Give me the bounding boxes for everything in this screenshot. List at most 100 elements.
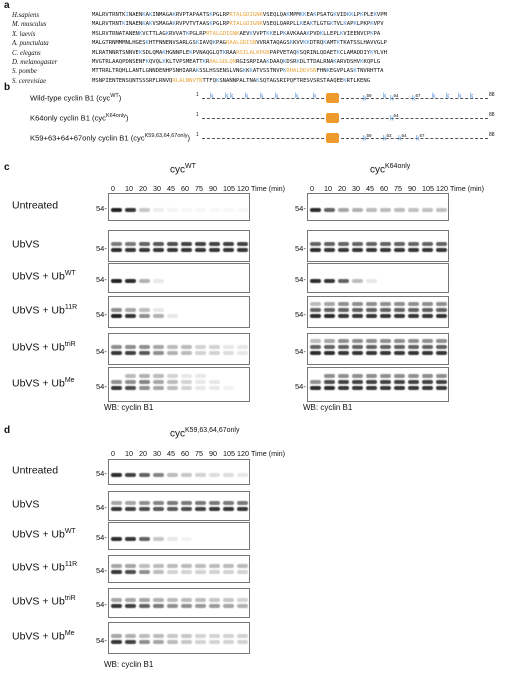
end-number: 88 xyxy=(489,112,495,118)
protein-band xyxy=(166,598,178,603)
protein-band xyxy=(236,501,248,506)
sequence-alignment: H.sapiens MALRVTRNTKINAENKAKINMAGAKRVPTAP… xyxy=(12,11,517,86)
timepoint-label: 120 xyxy=(436,184,448,193)
protein-band xyxy=(309,241,321,246)
protein-band xyxy=(236,344,248,349)
protein-band xyxy=(152,279,164,284)
start-number: 1 xyxy=(196,132,199,138)
protein-band xyxy=(208,507,220,512)
panel-a-letter: a xyxy=(4,0,10,11)
wb-label: WB: cyclin B1 xyxy=(104,660,154,669)
protein-band xyxy=(138,380,150,385)
time-axis: 0 10 20 30 45 60 75 90 105 120 Time (min) xyxy=(307,184,522,194)
protein-band xyxy=(222,473,234,478)
protein-band xyxy=(138,241,150,246)
protein-band xyxy=(180,501,192,506)
timepoint-label: 105 xyxy=(422,184,434,193)
protein-band xyxy=(180,208,192,213)
protein-band xyxy=(166,507,178,512)
protein-band xyxy=(180,604,192,609)
protein-band xyxy=(323,380,335,385)
protein-band xyxy=(138,570,150,575)
protein-band xyxy=(309,380,321,385)
alignment-row: H.sapiens MALRVTRNTKINAENKAKINMAGAKRVPTAP… xyxy=(12,11,517,20)
protein-band xyxy=(138,313,150,318)
protein-band xyxy=(110,570,122,575)
protein-band xyxy=(124,639,136,644)
protein-band xyxy=(110,307,122,312)
protein-band xyxy=(323,350,335,355)
protein-band xyxy=(138,386,150,391)
protein-band xyxy=(110,564,122,569)
protein-band xyxy=(323,344,335,349)
protein-band xyxy=(236,633,248,638)
end-number: 88 xyxy=(489,132,495,138)
protein-band xyxy=(110,537,122,542)
protein-band xyxy=(208,380,220,385)
protein-band xyxy=(138,247,150,252)
protein-band xyxy=(152,473,164,478)
protein-band xyxy=(323,241,335,246)
sequence-text: MSLRVTRNATANENKVCTTLAGKRVVATKPGLRPRTALGD… xyxy=(92,30,381,37)
row-label: UbVS + Ub11R xyxy=(12,561,78,574)
protein-band xyxy=(309,301,321,306)
protein-band xyxy=(194,380,206,385)
protein-band xyxy=(365,338,377,343)
sequence-line xyxy=(202,98,488,99)
protein-band xyxy=(110,380,122,385)
mw-marker: 54- xyxy=(96,204,107,214)
blot-image xyxy=(108,622,250,654)
protein-band xyxy=(236,241,248,246)
lysine-mark: k64 xyxy=(398,133,407,143)
protein-band xyxy=(236,350,248,355)
protein-band xyxy=(365,386,377,391)
protein-band xyxy=(407,301,419,306)
blot-image xyxy=(307,367,449,402)
protein-band xyxy=(208,344,220,349)
protein-band xyxy=(138,279,150,284)
protein-band xyxy=(393,350,405,355)
protein-band xyxy=(351,344,363,349)
species-name: D. melanogaster xyxy=(12,58,58,66)
sequence-text: MSNPIENTENSQNTSSSRFLRNVQRLALNNVTNTTFQKSN… xyxy=(92,77,371,84)
mw-marker: 54- xyxy=(96,275,107,285)
protein-band xyxy=(323,279,335,284)
protein-band xyxy=(323,301,335,306)
protein-band xyxy=(152,604,164,609)
protein-band xyxy=(236,473,248,478)
protein-band xyxy=(110,247,122,252)
protein-band xyxy=(110,501,122,506)
protein-band xyxy=(208,564,220,569)
protein-band xyxy=(138,639,150,644)
timepoint-label: 60 xyxy=(181,449,189,458)
protein-band xyxy=(337,247,349,252)
protein-band xyxy=(180,598,192,603)
protein-band xyxy=(124,473,136,478)
protein-band xyxy=(180,564,192,569)
protein-band xyxy=(309,344,321,349)
protein-band xyxy=(166,208,178,213)
protein-band xyxy=(180,247,192,252)
timepoint-label: 10 xyxy=(324,184,332,193)
row-label: UbVS + UbWT xyxy=(12,528,76,541)
panel-c-letter: c xyxy=(4,162,10,173)
protein-band xyxy=(208,473,220,478)
protein-band xyxy=(166,570,178,575)
row-label: UbVS + UbMe xyxy=(12,376,75,390)
lysine-mark: k64 xyxy=(390,93,399,103)
timepoint-label: 75 xyxy=(195,184,203,193)
protein-band xyxy=(351,241,363,246)
lysine-mark: k59 xyxy=(363,93,372,103)
protein-band xyxy=(152,241,164,246)
protein-band xyxy=(194,350,206,355)
time-unit-label: Time (min) xyxy=(251,184,286,193)
protein-band xyxy=(222,386,234,391)
lysine-mark: k xyxy=(245,93,249,100)
sequence-text: MLRATNNRTSNNVEKSDLQMAKHGNNPLEKPVNAQGLQTK… xyxy=(92,49,387,56)
protein-band xyxy=(194,604,206,609)
protein-band xyxy=(209,208,220,212)
protein-band xyxy=(194,570,206,575)
protein-band xyxy=(365,374,377,379)
alignment-row: S. pombe MTTRRLTRQHLLANTLGNNDENHPSNHIARAK… xyxy=(12,67,517,76)
protein-band xyxy=(166,537,178,542)
